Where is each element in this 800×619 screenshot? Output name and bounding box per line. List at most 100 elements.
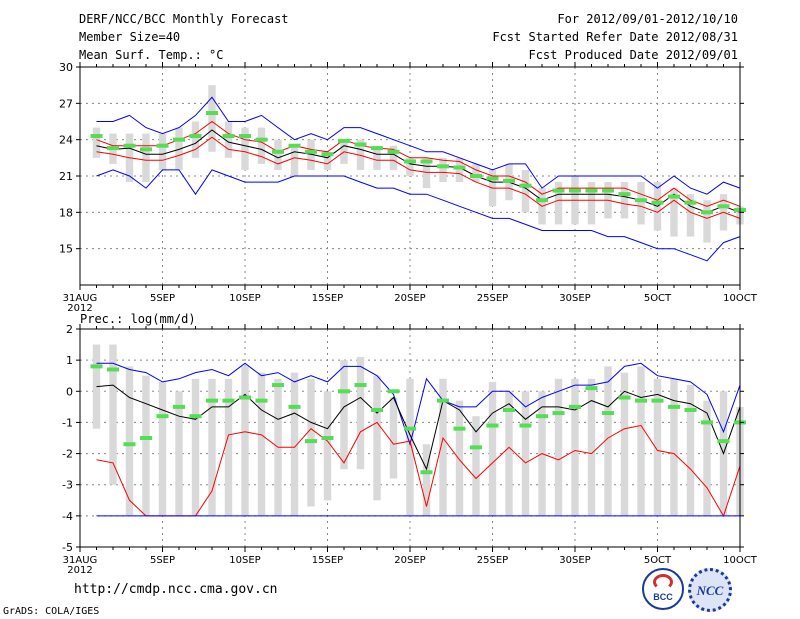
temp-green-marker <box>519 183 532 188</box>
temp-range-box <box>158 133 167 170</box>
temp-green-marker <box>437 164 449 169</box>
temp-x-tick-label: 31AUG <box>63 293 98 304</box>
temp-y-tick-label: 24 <box>59 134 73 147</box>
prec-green-marker <box>305 439 317 444</box>
temp-green-marker <box>618 192 631 197</box>
temp-range-box <box>356 139 365 170</box>
temp-upper-line <box>96 96 741 195</box>
prec-green-marker <box>387 389 400 394</box>
bcc-logo-swirl-icon <box>653 574 673 590</box>
temp-y-tick-label: 18 <box>59 206 73 219</box>
prec-range-box <box>257 372 266 516</box>
prec-green-marker <box>602 411 614 416</box>
temp-green-marker <box>305 149 317 154</box>
temp-x-tick-year-label: 2012 <box>67 303 92 314</box>
prec-range-box <box>224 378 233 516</box>
temp-range-box <box>587 182 596 225</box>
temp-red-upper-line <box>96 120 741 207</box>
prec-range-box <box>406 378 414 516</box>
prec-x-tick-label: 10OCT <box>723 555 758 566</box>
prec-y-tick-label: -5 <box>62 541 73 554</box>
prec-range-box <box>703 400 711 516</box>
prec-green-marker <box>321 436 334 440</box>
prec-range-box <box>340 360 348 470</box>
prec-green-marker <box>651 398 664 403</box>
temp-range-box <box>455 157 464 183</box>
prec-green-marker <box>156 414 169 419</box>
prec-y-tick-label: -1 <box>62 416 73 429</box>
prec-green-marker <box>668 404 680 409</box>
temp-green-marker <box>651 200 664 205</box>
member-size-label: Member Size=40 <box>79 30 181 44</box>
prec-green-marker <box>206 398 218 403</box>
temp-green-marker <box>173 137 185 142</box>
prec-green-marker <box>288 404 301 409</box>
temp-green-marker <box>255 137 268 142</box>
temp-x-tick-label: 10OCT <box>723 293 758 304</box>
temp-green-marker <box>602 188 614 193</box>
prec-y-tick-label: 0 <box>66 385 73 398</box>
prec-range-box <box>373 375 381 501</box>
temp-green-marker <box>239 134 251 139</box>
temp-range-box <box>620 182 629 219</box>
prec-x-tick-label: 5SEP <box>150 555 175 566</box>
bcc-logo: BCC <box>642 568 684 610</box>
temp-green-marker <box>189 134 202 139</box>
temp-green-marker <box>90 134 103 139</box>
temp-green-marker <box>503 178 515 183</box>
temp-range-box <box>637 182 645 225</box>
temp-green-marker <box>536 198 548 203</box>
prec-range-box <box>488 381 497 516</box>
ncc-logo: NCC <box>688 568 732 612</box>
prec-green-marker <box>90 364 103 369</box>
prec-green-marker <box>239 395 251 400</box>
prec-range-box <box>554 378 563 516</box>
temp-range-box <box>472 163 480 183</box>
prec-range-box <box>521 391 530 516</box>
prec-green-marker <box>618 395 631 400</box>
prec-range-box <box>109 344 117 485</box>
temp-range-box <box>703 200 711 243</box>
prec-green-marker <box>453 426 466 431</box>
prec-x-tick-label: 31AUG <box>63 555 98 566</box>
prec-upper-line <box>96 362 741 446</box>
temp-y-tick-label: 30 <box>59 61 73 74</box>
prec-y-tick-label: -4 <box>62 510 73 523</box>
prec-y-tick-label: -2 <box>62 448 73 461</box>
prec-mean-line <box>96 384 741 471</box>
forecast-period: For 2012/09/01-2012/10/10 <box>557 12 738 26</box>
prec-green-marker <box>173 404 185 409</box>
prec-range-box <box>571 378 579 516</box>
prec-green-marker <box>701 420 713 425</box>
prec-range-box <box>158 381 167 516</box>
temp-range-box <box>439 157 447 183</box>
prec-green-marker <box>635 398 647 403</box>
prec-x-tick-label: 25SEP <box>477 555 508 566</box>
temp-range-box <box>389 145 398 170</box>
temp-range-box <box>554 182 563 225</box>
temp-green-marker <box>288 143 301 148</box>
prec-range-box <box>125 366 134 516</box>
temp-green-marker <box>140 147 152 152</box>
temp-green-marker <box>420 159 433 164</box>
temp-range-box <box>373 145 381 170</box>
prec-range-box <box>422 444 431 516</box>
prec-range-box <box>686 385 695 516</box>
prec-green-marker <box>437 398 449 403</box>
temp-y-tick-label: 15 <box>59 243 73 256</box>
temp-lower-line <box>96 169 741 262</box>
prec-x-tick-label: 10SEP <box>229 555 260 566</box>
temp-range-box <box>257 127 266 164</box>
variable-label: Mean Surf. Temp.: °C <box>79 48 224 62</box>
prec-green-marker <box>552 411 565 416</box>
prec-green-marker <box>503 407 515 412</box>
precip-subtitle: Prec.: log(mm/d) <box>80 312 196 326</box>
website-url[interactable]: http://cmdp.ncc.cma.gov.cn <box>74 582 278 597</box>
temp-green-marker <box>470 174 482 178</box>
prec-green-marker <box>470 445 482 450</box>
prec-green-marker <box>354 383 367 388</box>
temp-range-box <box>670 188 678 237</box>
temp-x-tick-label: 20SEP <box>394 293 425 304</box>
prec-green-marker <box>272 383 284 388</box>
